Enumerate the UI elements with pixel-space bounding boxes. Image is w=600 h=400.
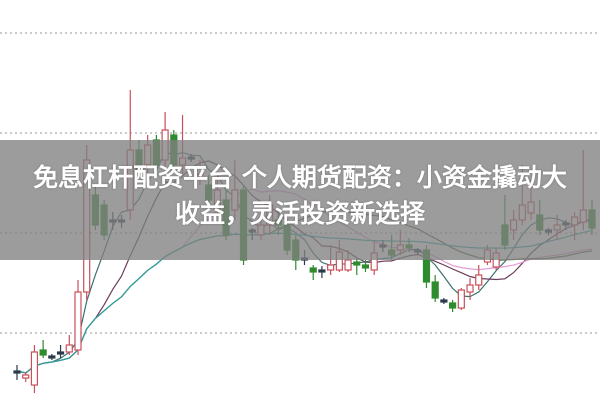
candle-body <box>440 299 448 303</box>
candle-body <box>431 281 439 299</box>
candle-body <box>361 264 370 269</box>
candle-body <box>22 374 30 379</box>
candle-body <box>449 302 457 309</box>
candle-body <box>48 355 56 359</box>
candle-body <box>309 267 317 273</box>
candle-body <box>318 269 326 273</box>
candle-body <box>65 344 73 353</box>
candle-body <box>353 261 361 266</box>
headline: 免息杠杆配资平台 个人期货配资：小资金撬动大 收益，灵活投资新选择 <box>0 160 600 232</box>
candle-body <box>30 351 39 386</box>
candle-body <box>39 349 47 356</box>
headline-line-2: 收益，灵活投资新选择 <box>174 199 425 228</box>
candle-body <box>344 259 352 271</box>
candle-body <box>475 274 483 286</box>
candle-body <box>466 284 474 293</box>
candle-body <box>13 370 21 374</box>
candle-body <box>327 264 335 271</box>
candle-body <box>457 289 465 309</box>
candle-body <box>74 291 82 351</box>
title-banner <box>0 140 600 260</box>
headline-line-1: 免息杠杆配资平台 个人期货配资：小资金撬动大 <box>33 163 567 192</box>
candle-body <box>56 351 65 355</box>
